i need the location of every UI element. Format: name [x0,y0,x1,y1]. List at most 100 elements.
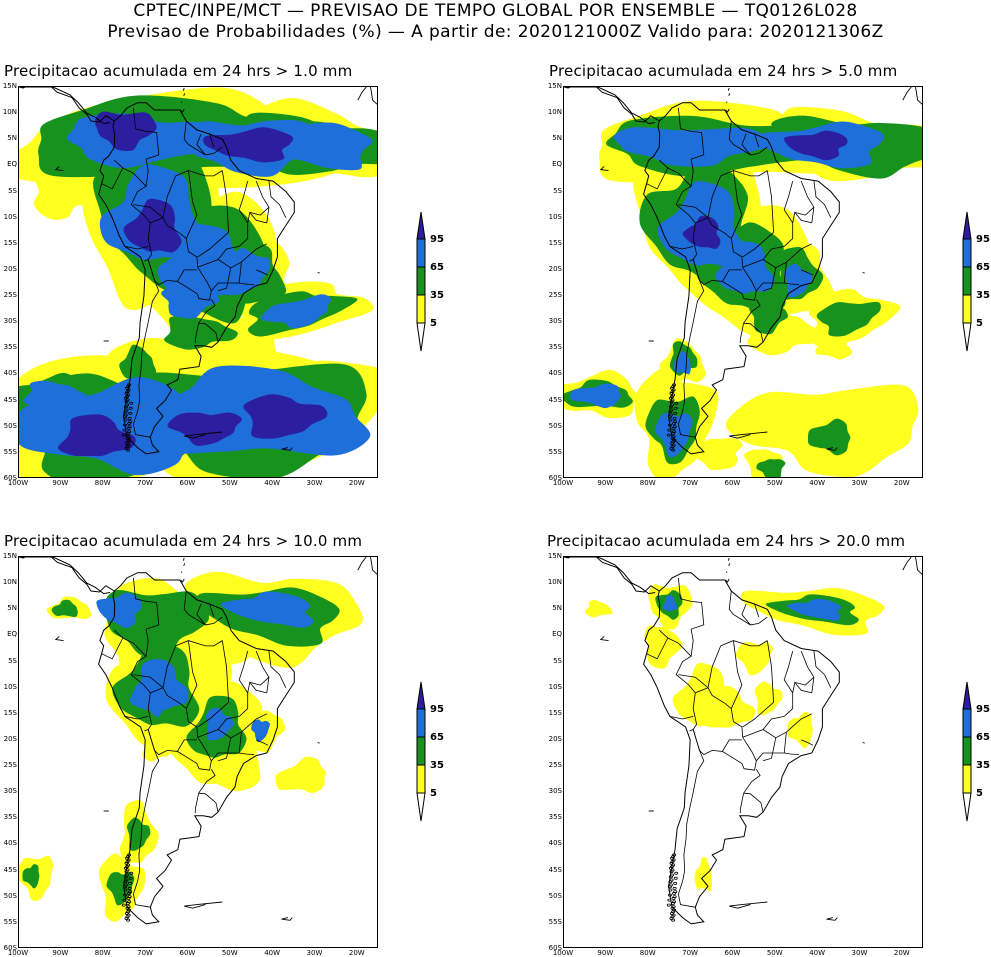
archipelago-island [126,426,131,430]
prob-area-blue [157,223,256,299]
country-border [217,267,232,292]
archipelago-island [126,901,131,905]
country-border [678,674,709,689]
lon-tick-label: 40W [809,479,826,487]
country-border [742,701,774,728]
coastline-island [19,557,27,559]
archipelago-island [671,918,676,922]
coastline-island [281,447,293,451]
prob-area-blue [655,412,693,458]
country-border [813,651,832,688]
country-border [755,732,787,762]
coastline-central-america [564,557,660,595]
country-border [239,282,255,285]
archipelago-island [128,406,133,410]
archipelago-island [671,431,676,435]
country-border [221,170,229,233]
coastline-island [183,563,186,567]
country-border [122,637,151,694]
country-border [196,133,206,156]
coastline-island [564,557,572,559]
main-subtitle: Previsao de Probabilidades (%) — A parti… [107,22,884,42]
coastline-island [725,571,728,573]
prob-area-green [816,301,881,337]
archipelago-island [122,428,127,432]
legend-label-35: 35 [976,760,990,771]
country-border [743,322,764,343]
archipelago-island [129,401,134,405]
lat-tick-label: 25S [3,761,17,770]
lon-tick-label: 70W [137,949,153,957]
archipelago-island [123,880,128,884]
lon-tick-label: 90W [597,479,614,487]
lon-tick-label: 50W [221,949,238,957]
country-border [741,133,751,156]
prob-area-blue [117,365,371,456]
legend-tri-white [962,792,972,822]
country-border [124,246,149,250]
lat-tick-label: 10S [548,682,562,691]
country-border [194,793,199,814]
country-border [217,737,232,762]
lat-tick-label: 35S [548,813,562,822]
country-border [147,222,197,286]
coastline-island [915,557,922,575]
country-border [268,651,287,688]
prob-area-blue [140,681,166,718]
lat-tick-label: 10N [547,108,562,117]
prob-area-blue [786,599,842,621]
country-border [689,728,700,751]
prob-area-yellow [696,685,756,728]
archipelago-island [674,871,679,875]
country-border [133,577,160,657]
lat-tick-label: EQ [552,630,562,639]
country-border [198,792,219,813]
prob-area-green [119,344,157,379]
lon-tick-label: 60W [724,949,741,957]
lat-tick-label: 5N [7,134,17,143]
legend-bar [416,211,426,352]
coastline-island [54,166,64,172]
legend-tri-white [962,322,972,352]
country-border [209,603,215,618]
lat-tick-label: 40S [548,839,562,848]
lon-tick-label: 40W [809,949,826,957]
prob-area-blue [23,380,88,410]
country-border [646,629,669,660]
country-border [667,637,696,694]
country-border [730,170,743,239]
lat-tick-label: 35S [548,343,562,352]
prob-area-yellow [787,711,813,749]
coastline-island [184,431,223,439]
prob-area-darkblue [123,198,182,253]
country-border [133,204,164,219]
country-border [743,298,761,324]
country-border [669,246,694,250]
legend-seg-green [416,736,426,766]
legend-seg-yellow [416,294,426,324]
coastline-island [564,87,572,89]
coastline-island [599,166,609,172]
lon-tick-label: 90W [52,949,69,957]
country-border [678,577,705,657]
legend-seg-green [416,266,426,296]
coastline-island [281,917,293,921]
lon-tick-label: 30W [306,479,323,487]
lat-tick-label: 45S [548,865,562,874]
coastline-island [180,571,183,573]
country-border [197,716,240,738]
prob-area-darkblue [167,412,242,446]
archipelago-island [121,903,126,907]
country-border [678,204,709,219]
lon-tick-label: 50W [221,479,238,487]
legend-bar [416,681,426,822]
country-border [198,298,216,324]
country-border [133,674,164,689]
lat-tick-label: 10S [3,682,17,691]
archipelago-island [668,875,673,879]
prob-area-blue [220,591,314,628]
lat-tick-label: EQ [7,630,17,639]
lon-tick-label: 50W [766,479,783,487]
country-border [801,269,814,276]
coastline-south-america [643,102,840,455]
